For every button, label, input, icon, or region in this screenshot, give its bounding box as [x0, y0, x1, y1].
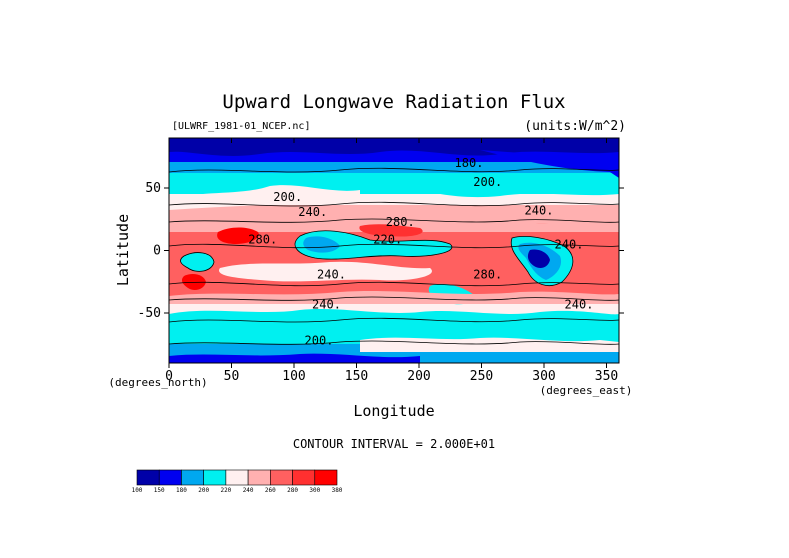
arctic-blue-lobe — [480, 150, 619, 178]
colorbar-swatch — [314, 469, 338, 486]
contour-label: 280. — [473, 267, 502, 281]
colorbar-level-label: 280 — [287, 487, 298, 494]
contour-interval-label: CONTOUR INTERVAL = 2.000E+01 — [293, 437, 495, 451]
x-tick-label: 50 — [224, 369, 240, 384]
x-tick-label: 0 — [165, 369, 173, 384]
colorbar-level-label: 240 — [243, 487, 254, 494]
south-white-zone — [219, 261, 432, 282]
tropic-red-center — [359, 224, 423, 237]
x-tick-label: 300 — [532, 369, 555, 384]
contour-label: 240. — [317, 267, 346, 281]
contour-line-240-south — [169, 296, 619, 301]
contour-line-260-north — [169, 218, 619, 223]
contour-line-260-south — [169, 281, 619, 287]
colorbar-swatch — [292, 469, 316, 486]
colorbar: 100 150 180 200 220 240 260 280 300 380 — [132, 469, 343, 494]
contour-line-tropics — [169, 243, 619, 249]
north-cyan-wave — [420, 176, 619, 198]
x-tick-label: 150 — [345, 369, 368, 384]
contour-line-200-north — [169, 167, 619, 173]
maritime-blue-blob — [303, 236, 340, 253]
colorbar-swatch — [247, 469, 271, 486]
contour-label: 280. — [386, 215, 415, 229]
contour-label: 240. — [525, 204, 554, 218]
colorbar-level-label: 100 — [132, 487, 143, 494]
colorbar-level-label: 300 — [309, 487, 320, 494]
contour-line-200-south — [169, 340, 619, 345]
contour-label: 240. — [298, 205, 327, 219]
contour-ring-south-america — [510, 236, 574, 286]
x-tick-label: 100 — [282, 369, 305, 384]
y-tick-label: -50 — [138, 306, 161, 321]
contour-lines — [169, 167, 619, 345]
contour-ring-africa — [180, 252, 215, 272]
x-tick-label: 350 — [595, 369, 618, 384]
colorbar-level-label: 200 — [198, 487, 209, 494]
colorbar-level-label: 220 — [220, 487, 231, 494]
x-tick-label: 200 — [407, 369, 430, 384]
colorbar-swatch — [203, 469, 227, 486]
contour-ring-maritime — [294, 230, 453, 260]
colorbar-swatch — [136, 469, 160, 486]
contour-label: 200. — [273, 190, 302, 204]
contour-line-220-south — [169, 317, 619, 323]
y-tick-label: 0 — [153, 244, 161, 259]
contour-label: 240. — [555, 237, 584, 251]
antarctic-dark-edge — [169, 353, 420, 363]
contour-label: 280. — [248, 232, 277, 246]
x-tick-label: 250 — [470, 369, 493, 384]
colorbar-swatch — [225, 469, 249, 486]
contour-label: 240. — [565, 297, 594, 311]
y-axis: 50 0 -50 — [138, 181, 624, 321]
y-unit-label: (degrees_north) — [108, 376, 207, 389]
africa-cyan-patch — [180, 252, 214, 272]
antarctic-white-tongue — [360, 337, 619, 352]
colorbar-level-label: 180 — [176, 487, 187, 494]
contour-labels: 180.200.200.240. 240.280.280. 220. 240.240.… — [248, 156, 593, 348]
colorbar-level-label: 260 — [265, 487, 276, 494]
south-ocean-cyan — [169, 309, 619, 330]
plot-area: 180.200.200.240. 240.280.280. 220. 240.240.… — [169, 138, 619, 363]
south-america-dark — [527, 249, 550, 268]
arctic-dark-patch — [169, 138, 619, 156]
x-axis-label: Longitude — [353, 402, 434, 420]
contour-label: 240. — [312, 297, 341, 311]
maritime-cyan-blob — [295, 230, 452, 260]
colorbar-level-label: 150 — [154, 487, 165, 494]
colorbar-swatch — [270, 469, 293, 486]
contour-line-240-north — [169, 201, 619, 207]
dataset-label: [ULWRF_1981-01_NCEP.nc] — [172, 121, 310, 132]
y-axis-label: Latitude — [114, 214, 132, 286]
x-axis: 0 50 100 150 200 250 300 350 — [165, 138, 618, 384]
colorbar-swatch — [181, 469, 204, 486]
contour-label: 200. — [305, 334, 334, 348]
colorbar-swatch — [158, 469, 182, 486]
colorbar-level-label: 380 — [332, 487, 343, 494]
x-unit-label: (degrees_east) — [540, 384, 633, 397]
tropic-red-core-africa — [217, 227, 259, 244]
north-pink-strip — [169, 216, 619, 232]
y-tick-label: 50 — [145, 181, 161, 196]
contour-label: 220. — [373, 232, 402, 246]
contour-label: 200. — [473, 175, 502, 189]
units-label: (units:W/m^2) — [524, 119, 626, 134]
contour-label: 180. — [455, 156, 484, 170]
chart-title: Upward Longwave Radiation Flux — [222, 91, 565, 113]
